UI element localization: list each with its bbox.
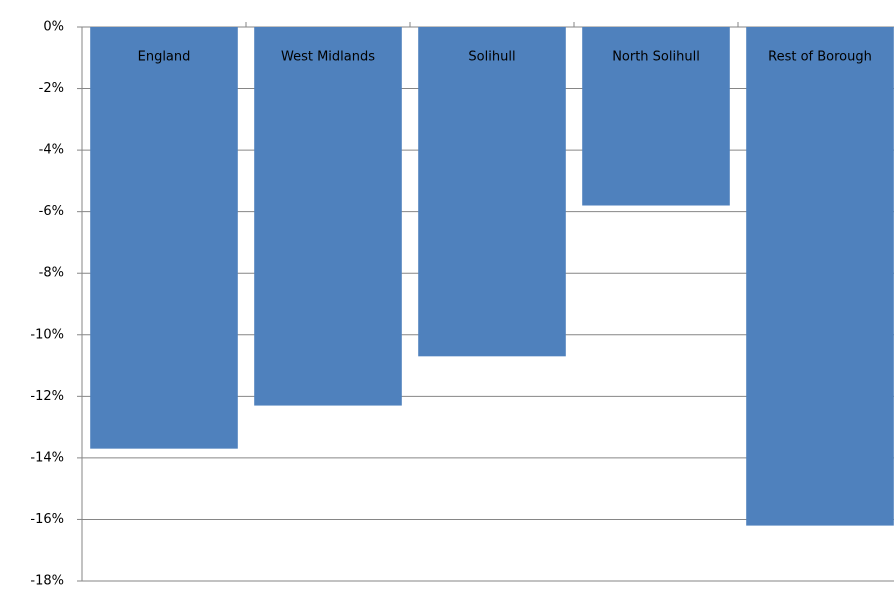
category-label: Solihull <box>468 50 515 65</box>
y-tick-label: 0% <box>43 20 64 35</box>
y-tick-label: -2% <box>39 81 64 96</box>
category-label: Rest of Borough <box>768 50 872 65</box>
bar <box>254 27 402 406</box>
category-label: England <box>138 50 191 65</box>
y-tick-label: -16% <box>30 512 64 527</box>
y-tick-label: -18% <box>30 574 64 589</box>
y-tick-label: -4% <box>39 143 64 158</box>
bars <box>90 27 894 526</box>
bar <box>746 27 894 526</box>
category-label: North Solihull <box>612 50 700 65</box>
y-tick-label: -6% <box>39 204 64 219</box>
bar <box>582 27 730 206</box>
labels: 0% -2% -4% -6% -8% -10% -12% -14% -16% -18% Englan… <box>30 20 871 589</box>
category-label: West Midlands <box>281 50 375 65</box>
bar <box>90 27 238 449</box>
y-tick-label: -10% <box>30 327 64 342</box>
y-tick-label: -8% <box>39 266 64 281</box>
y-tick-label: -12% <box>30 389 64 404</box>
y-tick-label: -14% <box>30 450 64 465</box>
bar <box>418 27 566 357</box>
